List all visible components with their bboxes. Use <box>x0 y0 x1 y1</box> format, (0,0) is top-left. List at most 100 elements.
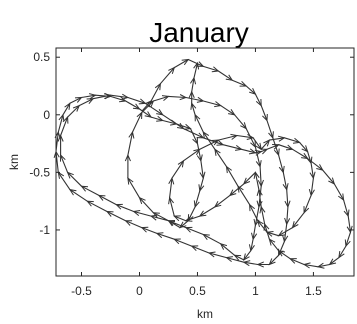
arrow-head <box>179 94 188 101</box>
arrow-head <box>268 258 276 266</box>
arrow-head <box>246 133 255 140</box>
x-tick-label: -0.5 <box>71 284 92 298</box>
x-tick-label: 1 <box>252 284 259 298</box>
arrow-head <box>242 177 251 185</box>
arrow-head <box>128 130 135 139</box>
arrow-head <box>193 200 200 209</box>
arrow-head <box>282 235 289 243</box>
arrow-head <box>86 98 95 105</box>
arrow-head <box>263 139 271 147</box>
y-tick-label: -0.5 <box>29 165 50 179</box>
arrow-head <box>239 80 248 87</box>
arrow-head <box>240 122 248 130</box>
arrow-head <box>115 203 123 210</box>
arrow-head <box>188 90 195 98</box>
arrow-head <box>156 109 164 116</box>
arrow-head <box>251 232 258 241</box>
arrow-head <box>144 111 153 118</box>
arrow-head <box>74 96 83 103</box>
arrow-head <box>192 136 199 145</box>
arrow-head <box>198 210 207 217</box>
x-tick-label: 0.5 <box>189 284 206 298</box>
arrow-head <box>284 217 291 226</box>
arrow-head <box>257 179 264 188</box>
arrow-head <box>243 253 250 261</box>
arrow-head <box>58 113 65 122</box>
arrow-head <box>194 113 201 122</box>
arrow-head <box>268 131 274 139</box>
arrow-head <box>292 137 301 144</box>
arrow-head <box>338 251 345 259</box>
arrow-head <box>237 185 244 193</box>
arrow-head <box>105 210 114 217</box>
arrow-head <box>273 148 280 157</box>
arrow-head <box>86 200 94 207</box>
y-axis-ticks: 0.5 0 -0.5 -1 <box>29 50 354 237</box>
arrow-head <box>265 231 274 237</box>
arrow-head <box>168 176 175 185</box>
arrow-head <box>328 177 336 185</box>
y-tick-label: 0 <box>43 108 50 122</box>
arrow-head <box>278 165 285 174</box>
arrow-head <box>277 249 286 257</box>
arrow-head <box>308 188 315 197</box>
arrow-head <box>249 87 257 95</box>
arrow-head <box>161 95 170 101</box>
arrow-head <box>124 220 133 226</box>
arrow-head <box>144 100 152 108</box>
arrow-head <box>256 188 263 197</box>
arrow-head <box>242 260 251 267</box>
arrow-head <box>301 145 309 153</box>
arrow-head <box>136 111 143 120</box>
arrow-head <box>272 144 280 150</box>
arrow-head <box>255 142 262 151</box>
arrow-head <box>249 203 256 212</box>
arrow-head <box>316 164 324 171</box>
arrow-head <box>179 221 187 229</box>
arrow-head <box>138 196 146 205</box>
arrow-head <box>196 132 205 139</box>
arrow-head <box>60 153 66 162</box>
arrow-head <box>328 258 337 266</box>
arrow-head <box>277 230 286 237</box>
arrow-head <box>147 100 155 108</box>
arrow-head <box>196 61 205 67</box>
arrow-head <box>255 160 262 168</box>
arrow-head <box>233 254 242 261</box>
arrow-head <box>202 233 210 241</box>
arrow-head <box>190 102 197 110</box>
arrow-head <box>167 220 176 226</box>
x-tick-label: 1.5 <box>305 284 322 298</box>
arrow-head <box>173 238 181 245</box>
arrow-head <box>260 148 269 155</box>
arrow-head <box>344 239 351 248</box>
arrow-head <box>216 139 225 146</box>
arrow-head <box>177 122 185 130</box>
arrow-head <box>193 148 201 156</box>
arrow-head <box>228 189 237 197</box>
arrow-head <box>235 145 243 151</box>
arrow-head <box>183 123 192 130</box>
arrow-head <box>121 93 130 100</box>
y-tick-label: -1 <box>39 223 50 237</box>
arrow-head <box>152 212 160 219</box>
arrow-head <box>253 171 260 179</box>
arrow-head <box>127 177 134 185</box>
arrow-head <box>54 130 61 139</box>
arrow-head <box>302 262 311 269</box>
arrow-head <box>66 171 74 179</box>
arrow-head <box>291 221 299 229</box>
arrow-head <box>199 171 206 180</box>
arrow-head <box>189 76 197 85</box>
arrow-head <box>196 96 205 103</box>
arrow-head <box>256 261 264 268</box>
plot-area <box>55 47 355 277</box>
arrow-head <box>284 200 291 209</box>
arrow-head <box>168 196 174 205</box>
arrow-head <box>211 66 220 73</box>
arrow-head <box>138 98 147 105</box>
arrow-head <box>225 165 232 174</box>
arrow-head <box>198 184 205 193</box>
arrow-head <box>338 193 345 202</box>
